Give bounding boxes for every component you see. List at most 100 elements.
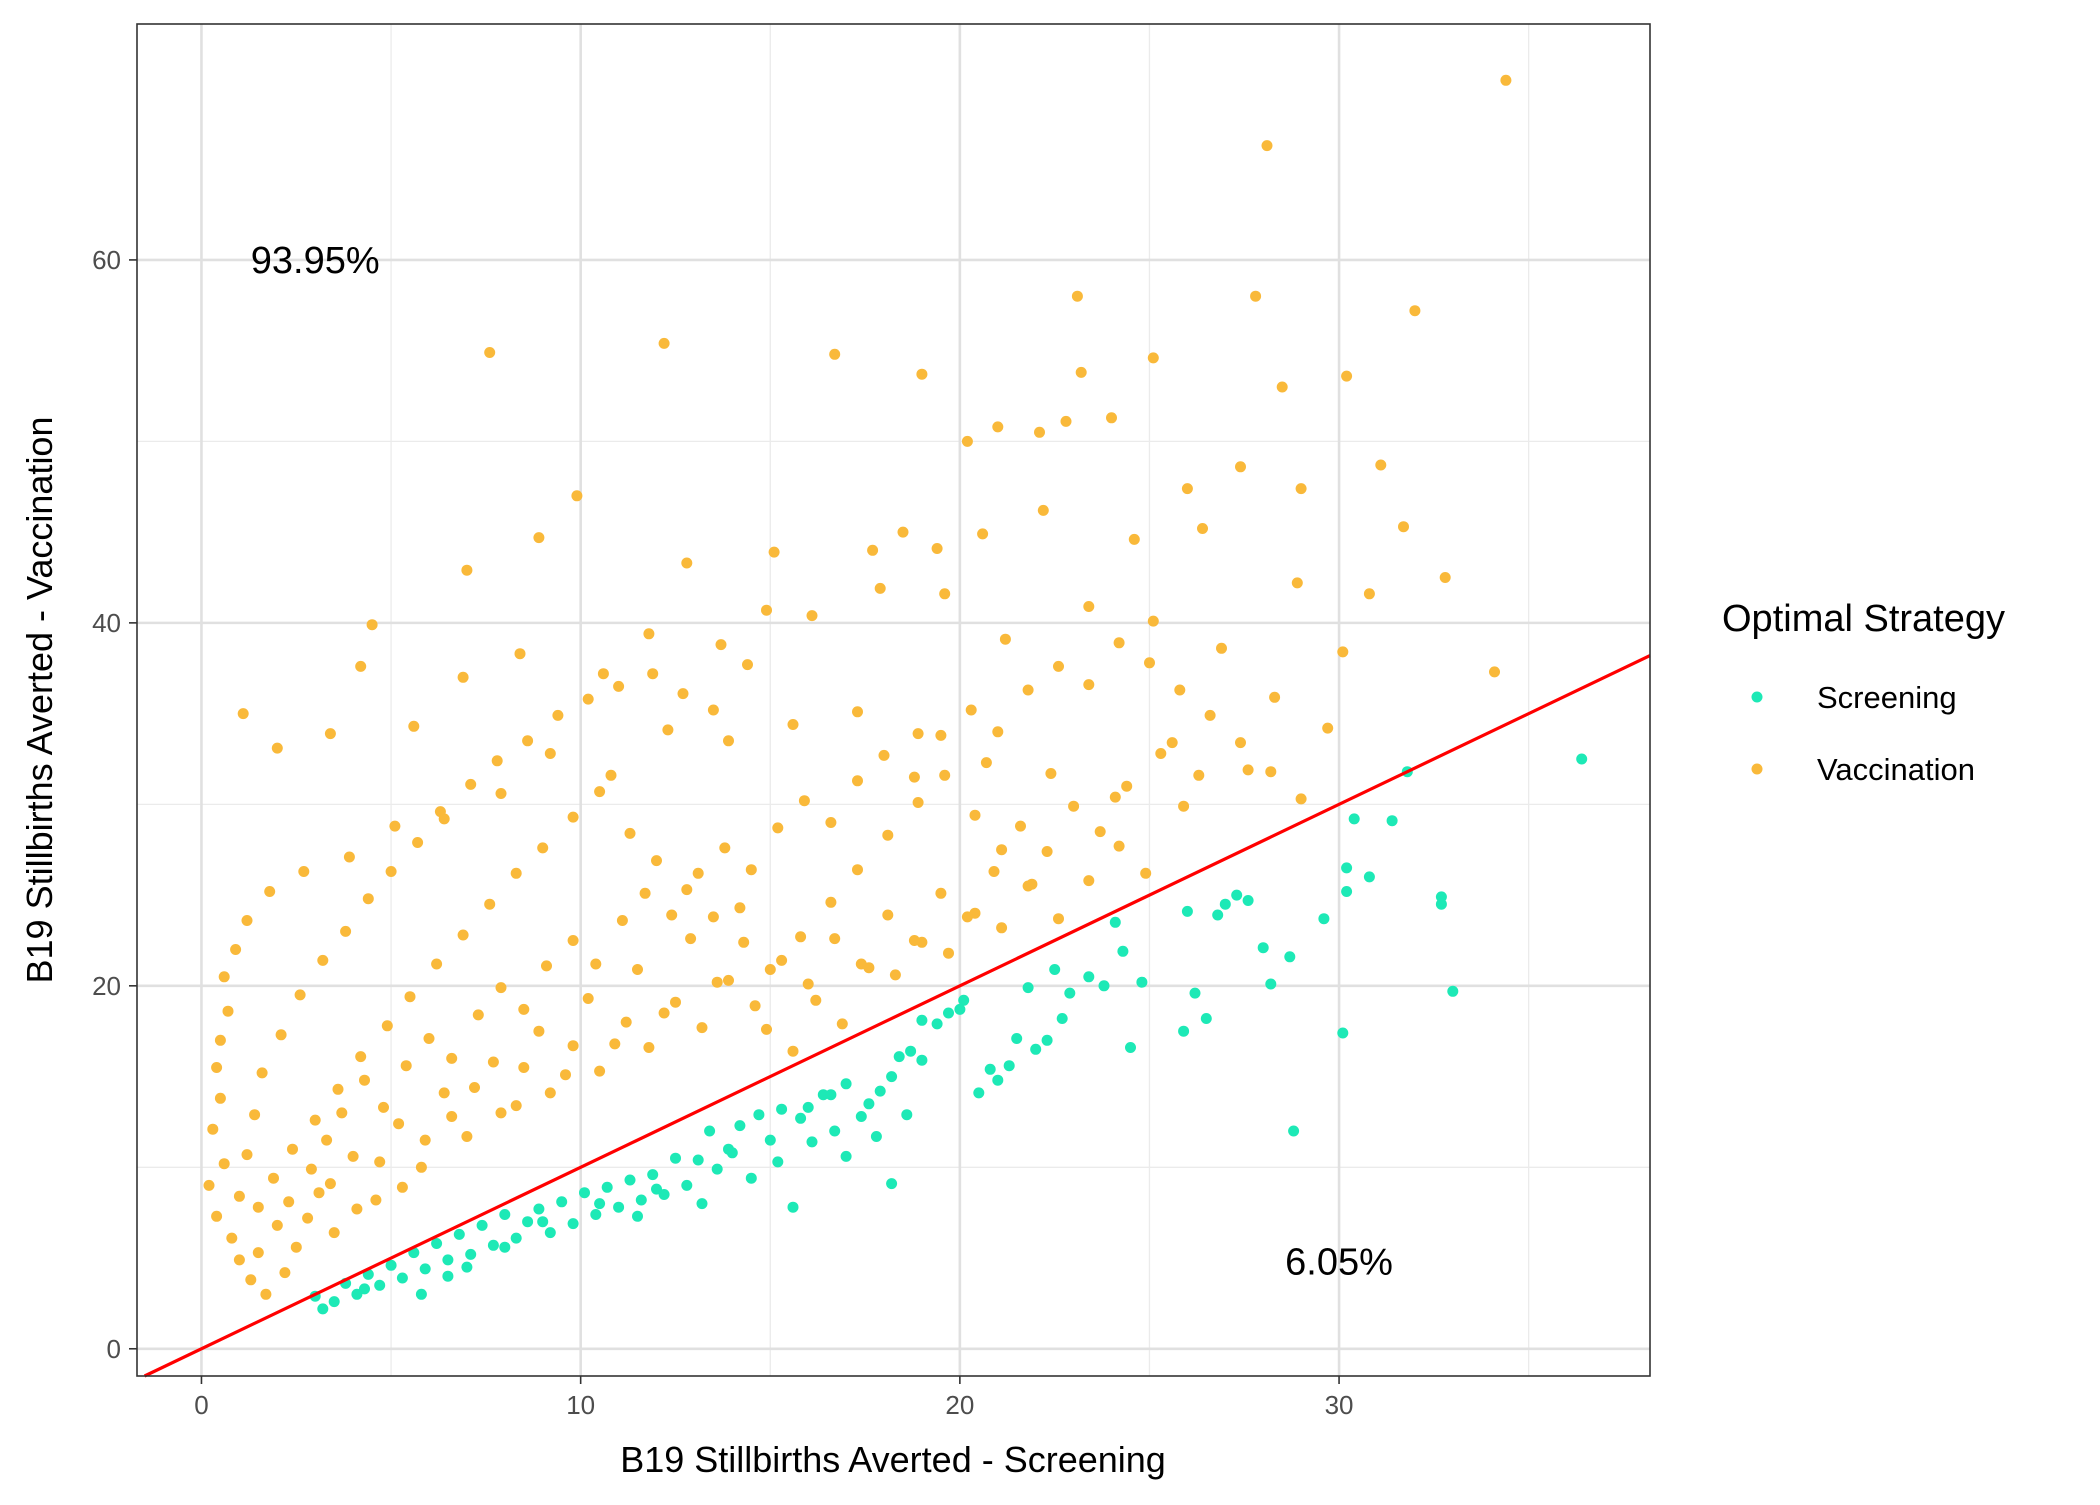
data-point-vaccination [313,1187,325,1199]
data-point-vaccination [594,1065,606,1077]
data-point-screening [1181,905,1193,917]
data-point-screening [1284,951,1296,963]
data-point-screening [840,1150,852,1162]
data-point-vaccination [639,887,651,899]
data-point-vaccination [882,909,894,921]
data-point-vaccination [211,1062,223,1073]
data-point-vaccination [825,896,837,908]
data-point-vaccination [764,964,776,975]
data-point-screening [590,1209,602,1220]
data-point-vaccination [802,978,814,990]
data-point-vaccination [715,639,727,651]
data-point-vaccination [366,619,378,631]
data-point-vaccination [560,1069,571,1081]
data-point-vaccination [980,757,992,769]
data-point-screening [893,1051,905,1063]
data-point-screening [533,1203,545,1215]
data-point-vaccination [461,1131,473,1142]
data-point-vaccination [389,820,401,832]
data-point-vaccination [294,989,306,1001]
data-point-vaccination [996,922,1008,934]
data-point-vaccination [343,851,355,863]
data-point-screening [886,1071,898,1083]
data-point-screening [658,1189,670,1200]
data-point-vaccination [852,864,863,876]
x-axis-title: B19 Stillbirths Averted - Screening [620,1439,1166,1480]
data-point-vaccination [249,1109,261,1121]
data-point-vaccination [1071,290,1083,302]
data-point-vaccination [541,960,552,972]
data-point-vaccination [370,1194,382,1206]
data-point-screening [696,1198,708,1210]
data-point-screening [692,1154,704,1166]
data-point-vaccination [378,1101,389,1113]
data-point-vaccination [1083,875,1095,887]
data-point-screening [1219,898,1231,910]
data-point-vaccination [1500,74,1512,86]
reference-line-layer [143,654,1651,1378]
data-point-vaccination [1155,748,1167,759]
data-point-screening [874,1085,886,1097]
data-point-screening [1288,1125,1300,1137]
data-point-screening [1447,985,1459,997]
data-point-vaccination [268,1172,279,1184]
data-point-screening [734,1120,746,1132]
data-point-vaccination [662,724,674,736]
data-point-vaccination [1128,533,1140,545]
data-point-vaccination [1409,305,1421,317]
data-point-vaccination [214,1092,226,1104]
data-point-screening [855,1111,867,1122]
data-point-vaccination [749,1000,761,1012]
data-point-vaccination [965,704,977,716]
data-point-screening [556,1196,568,1208]
data-point-screening [905,1045,917,1057]
data-point-vaccination [1269,691,1281,703]
data-point-vaccination [567,935,579,946]
data-point-vaccination [1181,483,1193,495]
data-point-vaccination [616,915,628,926]
data-point-vaccination [787,1045,799,1057]
data-point-vaccination [795,931,807,943]
data-point-screening [522,1216,534,1228]
data-point-vaccination [1250,290,1262,302]
data-point-vaccination [1144,657,1155,669]
data-point-vaccination [1041,846,1053,857]
data-point-screening [1109,916,1121,928]
data-point-vaccination [1075,366,1087,378]
data-point-vaccination [677,688,689,700]
data-point-vaccination [495,788,507,799]
data-point-vaccination [882,829,894,841]
data-point-vaccination [324,1178,336,1190]
data-point-vaccination [829,933,841,945]
data-point-vaccination [404,991,416,1003]
data-point-vaccination [393,1118,405,1130]
data-point-vaccination [742,659,753,671]
data-point-vaccination [666,909,678,921]
data-point-screening [745,1172,757,1184]
data-point-vaccination [567,811,579,823]
data-point-vaccination [415,1161,427,1173]
data-point-vaccination [260,1288,272,1300]
data-point-vaccination [328,1227,340,1239]
data-point-vaccination [408,720,420,732]
data-point-vaccination [544,748,556,759]
data-point-vaccination [723,735,734,747]
data-point-screening [870,1131,882,1142]
data-point-vaccination [264,886,276,897]
data-point-vaccination [1022,684,1034,696]
y-tick-label: 20 [92,971,121,1001]
data-point-screening [632,1210,643,1222]
data-point-screening [567,1218,579,1230]
data-point-vaccination [218,1158,230,1170]
data-point-screening [1049,964,1061,975]
x-tick-label: 10 [566,1390,595,1420]
data-point-vaccination [332,1083,344,1095]
data-point-vaccination [522,735,534,747]
data-point-vaccination [597,668,609,680]
data-point-vaccination [423,1033,435,1044]
data-point-screening [487,1239,499,1251]
data-point-vaccination [1276,381,1288,393]
data-point-vaccination [734,902,746,914]
data-point-vaccination [495,1107,507,1119]
data-point-vaccination [624,827,636,839]
